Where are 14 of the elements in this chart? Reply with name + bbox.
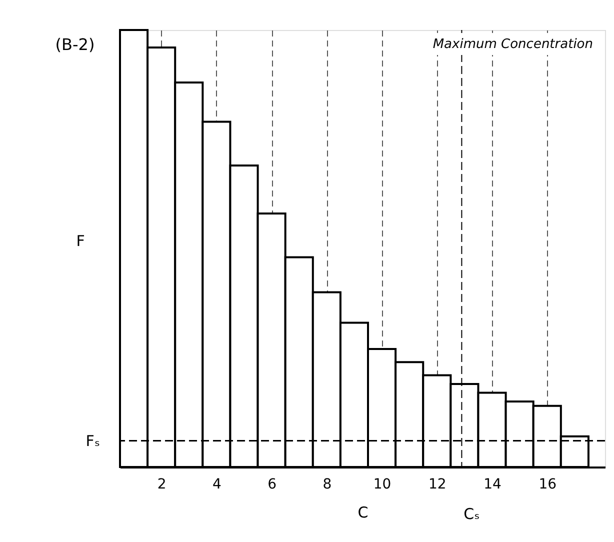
- x-tick-label: 16: [538, 476, 557, 492]
- ref-line-label: Cₛ: [464, 505, 480, 523]
- ref-line-label: Fₛ: [86, 432, 100, 450]
- x-tick-label: 6: [268, 476, 277, 492]
- x-tick-label: 8: [322, 476, 332, 492]
- x-axis-title: C: [358, 504, 368, 522]
- x-tick-label: 14: [484, 476, 502, 492]
- x-tick-label: 2: [157, 476, 166, 492]
- y-axis-title: F: [76, 232, 85, 250]
- x-tick-label: 12: [428, 476, 446, 492]
- x-tick-label: 4: [212, 476, 222, 492]
- x-tick-label: 10: [373, 476, 392, 492]
- text: (B-2): [55, 35, 95, 54]
- annotation: Maximum Concentration: [432, 37, 593, 52]
